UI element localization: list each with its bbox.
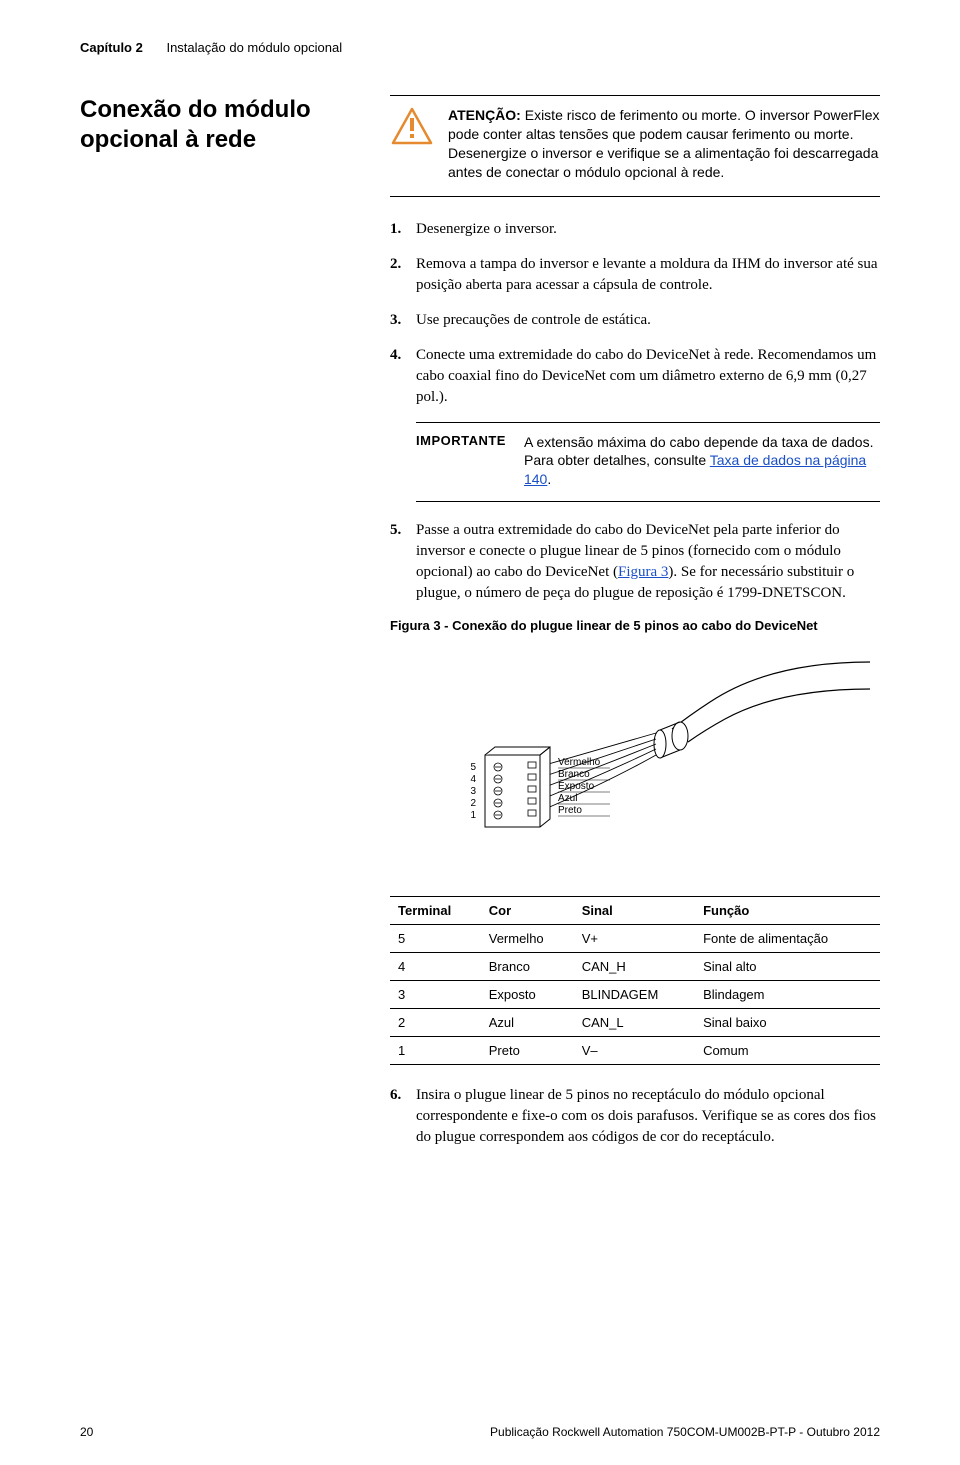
warning-text: ATENÇÃO: Existe risco de ferimento ou mo…: [448, 106, 880, 182]
main-layout: Conexão do módulo opcional à rede ATENÇÃ…: [80, 95, 880, 1162]
wire-label-exposto: Exposto: [558, 781, 595, 792]
chapter-title: Instalação do módulo opcional: [166, 40, 342, 55]
pin-num-3: 3: [470, 786, 476, 797]
right-column: ATENÇÃO: Existe risco de ferimento ou mo…: [390, 95, 880, 1162]
importante-box: IMPORTANTE A extensão máxima do cabo dep…: [416, 422, 880, 503]
step-list-2: Passe a outra extremidade do cabo do Dev…: [390, 520, 880, 604]
page-number: 20: [80, 1425, 93, 1439]
pin-num-2: 2: [470, 798, 476, 809]
pin-num-4: 4: [470, 774, 476, 785]
step-3: Use precauções de controle de estática.: [390, 310, 880, 331]
wire-label-azul: Azul: [558, 793, 577, 804]
th-cor: Cor: [481, 897, 574, 925]
left-column: Conexão do módulo opcional à rede: [80, 95, 350, 1162]
page-footer: 20 Publicação Rockwell Automation 750COM…: [80, 1425, 880, 1439]
table-header-row: Terminal Cor Sinal Função: [390, 897, 880, 925]
th-funcao: Função: [695, 897, 880, 925]
importante-label: IMPORTANTE: [416, 433, 506, 490]
wire-label-branco: Branco: [558, 769, 590, 780]
table-row: 3 Exposto BLINDAGEM Blindagem: [390, 981, 880, 1009]
step-5: Passe a outra extremidade do cabo do Dev…: [390, 520, 880, 604]
pin-num-1: 1: [470, 810, 476, 821]
table-row: 2 Azul CAN_L Sinal baixo: [390, 1009, 880, 1037]
wire-label-preto: Preto: [558, 805, 582, 816]
running-header: Capítulo 2 Instalação do módulo opcional: [80, 40, 880, 55]
publication-id: Publicação Rockwell Automation 750COM-UM…: [490, 1425, 880, 1439]
chapter-number: Capítulo 2: [80, 40, 143, 55]
step-1: Desenergize o inversor.: [390, 219, 880, 240]
step-2: Remova a tampa do inversor e levante a m…: [390, 254, 880, 296]
figure-caption: Figura 3 - Conexão do plugue linear de 5…: [390, 618, 880, 633]
step-4: Conecte uma extremidade do cabo do Devic…: [390, 345, 880, 408]
figure-3-diagram: 5 4 3 2 1 Vermelho Branco Exposto Azul P…: [390, 647, 880, 872]
figure-link[interactable]: Figura 3: [618, 564, 668, 580]
table-row: 1 Preto V– Comum: [390, 1037, 880, 1065]
warning-label: ATENÇÃO:: [448, 107, 521, 123]
pin-num-5: 5: [470, 762, 476, 773]
warning-box: ATENÇÃO: Existe risco de ferimento ou mo…: [390, 95, 880, 197]
step-list-3: Insira o plugue linear de 5 pinos no rec…: [390, 1085, 880, 1148]
importante-text: A extensão máxima do cabo depende da tax…: [524, 433, 880, 490]
table-row: 5 Vermelho V+ Fonte de alimentação: [390, 925, 880, 953]
step-list: Desenergize o inversor. Remova a tampa d…: [390, 219, 880, 408]
importante-text-b: .: [547, 471, 551, 487]
table-row: 4 Branco CAN_H Sinal alto: [390, 953, 880, 981]
wire-label-vermelho: Vermelho: [558, 757, 601, 768]
attention-icon: [390, 106, 434, 182]
section-heading: Conexão do módulo opcional à rede: [80, 95, 350, 155]
th-sinal: Sinal: [574, 897, 695, 925]
step-6: Insira o plugue linear de 5 pinos no rec…: [390, 1085, 880, 1148]
terminal-table: Terminal Cor Sinal Função 5 Vermelho V+ …: [390, 896, 880, 1065]
th-terminal: Terminal: [390, 897, 481, 925]
